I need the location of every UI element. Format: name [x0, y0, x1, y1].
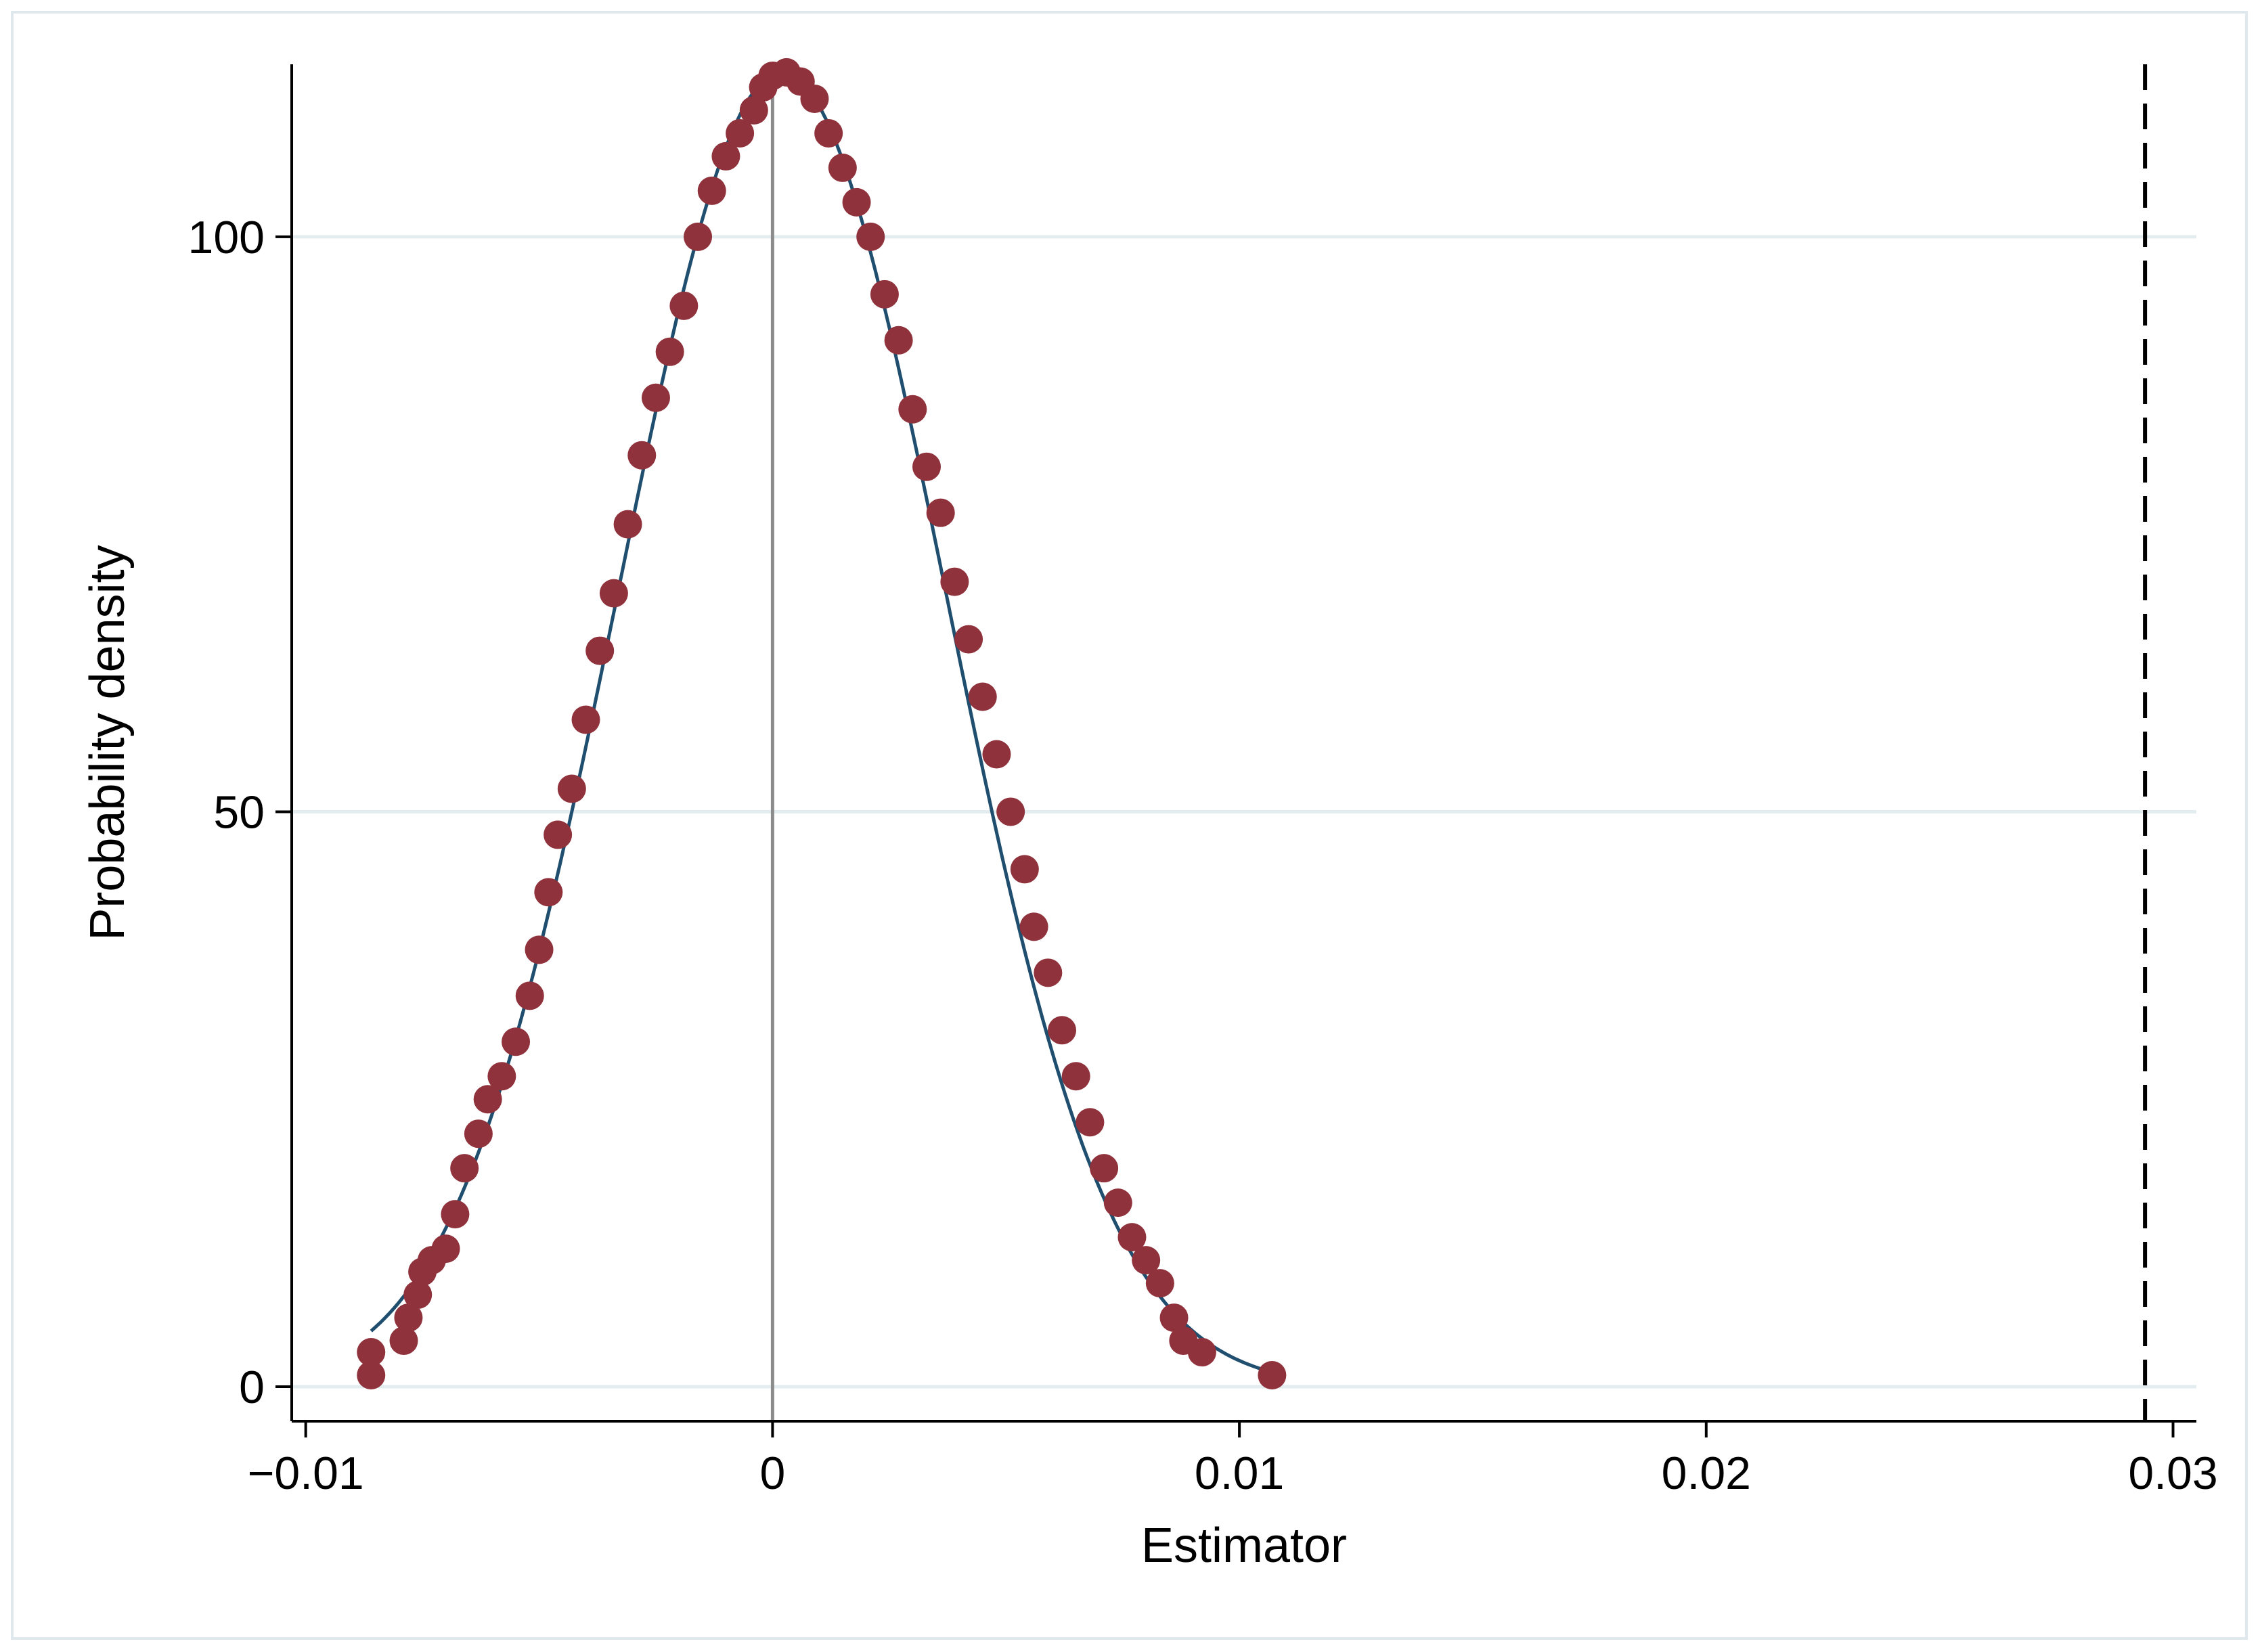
data-point-57 — [1090, 1154, 1119, 1183]
data-point-44 — [912, 452, 941, 481]
data-point-18 — [557, 774, 586, 803]
data-point-45 — [926, 498, 955, 527]
data-point-16 — [534, 878, 563, 907]
data-point-58 — [1103, 1188, 1132, 1218]
data-point-40 — [856, 222, 885, 251]
data-point-2 — [389, 1326, 418, 1356]
data-point-3 — [394, 1303, 423, 1333]
data-point-7 — [431, 1234, 460, 1264]
data-point-61 — [1145, 1269, 1174, 1298]
data-point-50 — [996, 797, 1025, 826]
data-point-56 — [1076, 1108, 1105, 1137]
data-point-60 — [1132, 1246, 1161, 1275]
x-tick-label: 0 — [759, 1448, 785, 1499]
data-point-26 — [669, 291, 699, 320]
data-point-62 — [1159, 1303, 1189, 1333]
data-point-41 — [870, 280, 899, 309]
data-point-37 — [814, 118, 843, 148]
data-point-54 — [1048, 1016, 1077, 1045]
data-point-43 — [898, 395, 927, 424]
data-point-9 — [450, 1154, 479, 1183]
data-point-20 — [585, 636, 615, 665]
x-tick-label: 0.01 — [1195, 1448, 1284, 1499]
data-point-8 — [441, 1200, 470, 1229]
data-point-22 — [613, 510, 642, 539]
data-point-21 — [599, 579, 628, 608]
data-point-46 — [940, 567, 969, 596]
x-tick-label: −0.01 — [248, 1448, 364, 1499]
data-point-30 — [726, 118, 755, 148]
data-point-27 — [684, 222, 713, 251]
data-point-23 — [627, 441, 657, 470]
data-point-14 — [515, 981, 544, 1010]
data-point-51 — [1010, 855, 1039, 884]
data-point-42 — [884, 326, 913, 355]
y-tick-label: 50 — [213, 786, 265, 838]
fitted-curve-layer — [370, 70, 1273, 1374]
data-point-0 — [357, 1361, 386, 1390]
data-point-10 — [464, 1119, 493, 1148]
data-point-1 — [357, 1338, 386, 1367]
data-point-49 — [982, 740, 1011, 769]
x-axis-title: Estimator — [1141, 1519, 1347, 1573]
x-tick-label: 0.02 — [1662, 1448, 1751, 1499]
data-point-53 — [1034, 958, 1063, 987]
fitted-density-curve — [370, 70, 1273, 1374]
y-axis-title: Probability density — [81, 545, 135, 940]
data-point-39 — [842, 187, 871, 217]
y-tick-label: 100 — [188, 212, 265, 263]
data-point-36 — [800, 84, 829, 113]
y-tick-label: 0 — [239, 1362, 265, 1413]
gridlines — [292, 235, 2196, 1389]
tick-labels: 0 50 100 −0.01 0 0.01 0.02 0.03 — [188, 212, 2218, 1499]
data-point-25 — [655, 337, 684, 366]
data-points — [357, 58, 1287, 1390]
reference-lines — [770, 64, 2148, 1421]
data-point-29 — [711, 141, 740, 171]
data-point-17 — [544, 820, 573, 849]
data-point-15 — [525, 935, 554, 964]
chart-frame — [11, 11, 2248, 1640]
data-point-28 — [697, 176, 726, 205]
data-point-13 — [502, 1027, 531, 1056]
data-point-59 — [1117, 1223, 1147, 1252]
data-point-31 — [739, 95, 768, 125]
data-point-11 — [473, 1085, 502, 1114]
axes — [275, 64, 2196, 1437]
data-point-64 — [1187, 1338, 1216, 1367]
data-point-55 — [1061, 1062, 1090, 1091]
data-point-38 — [828, 153, 857, 182]
data-point-52 — [1019, 912, 1048, 941]
data-point-65 — [1258, 1361, 1287, 1390]
data-point-47 — [954, 625, 983, 654]
data-point-19 — [571, 705, 600, 734]
data-point-48 — [968, 682, 997, 711]
data-point-12 — [487, 1062, 516, 1091]
data-point-4 — [403, 1280, 433, 1310]
data-point-24 — [641, 383, 670, 412]
x-tick-label: 0.03 — [2128, 1448, 2217, 1499]
